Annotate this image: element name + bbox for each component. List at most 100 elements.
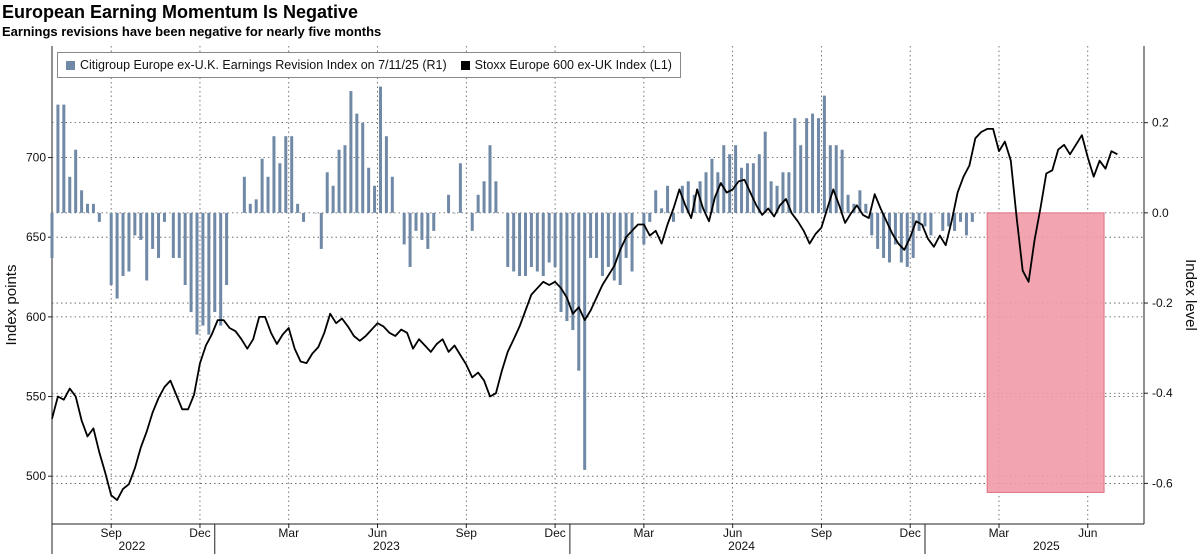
- bar-revision-index: [313, 212, 317, 214]
- x-axis-month-label: Sep: [456, 526, 478, 540]
- bar-revision-index: [959, 212, 963, 222]
- x-axis-month-label: Dec: [189, 526, 210, 540]
- bar-revision-index: [781, 172, 785, 213]
- chart-title: European Earning Momentum Is Negative: [2, 2, 359, 22]
- bar-revision-index: [355, 113, 359, 213]
- bar-revision-index: [722, 145, 726, 213]
- bar-revision-index: [523, 212, 527, 276]
- right-axis-tick-label: -0.4: [1152, 386, 1173, 400]
- bar-revision-index: [512, 212, 516, 272]
- bar-revision-index: [109, 212, 113, 285]
- bar-revision-index: [671, 212, 675, 222]
- left-axis-tick-label: 500: [26, 469, 46, 483]
- bar-revision-index: [740, 167, 744, 213]
- bar-revision-index: [133, 212, 137, 236]
- bar-revision-index: [390, 176, 394, 213]
- legend-swatch-stoxx-index: [460, 60, 470, 70]
- x-axis-month-label: Sep: [811, 526, 833, 540]
- bar-revision-index: [343, 145, 347, 213]
- left-axis-tick-label: 700: [26, 151, 46, 165]
- bar-revision-index: [488, 145, 492, 213]
- bar-revision-index: [648, 212, 652, 222]
- bar-revision-index: [595, 212, 599, 258]
- right-axis-tick-label: 0.2: [1152, 116, 1169, 130]
- bar-revision-index: [834, 145, 838, 213]
- bar-revision-index: [68, 176, 72, 213]
- bar-revision-index: [296, 203, 300, 213]
- bar-revision-index: [642, 212, 646, 245]
- bar-revision-index: [426, 212, 430, 249]
- bar-revision-index: [86, 203, 90, 213]
- highlight-region: [986, 212, 1105, 493]
- bar-revision-index: [704, 172, 708, 213]
- legend-swatch-revision-index: [66, 60, 75, 70]
- bar-revision-index: [828, 145, 832, 213]
- bar-revision-index: [822, 95, 826, 213]
- chart-subtitle: Earnings revisions have been negative fo…: [2, 24, 382, 39]
- bar-revision-index: [929, 212, 933, 236]
- bar-revision-index: [452, 212, 456, 214]
- bar-revision-index: [367, 167, 371, 213]
- bar-revision-index: [846, 194, 850, 213]
- bar-revision-index: [565, 212, 569, 322]
- bar-revision-index: [127, 212, 131, 272]
- bar-revision-index: [373, 185, 377, 213]
- bar-revision-index: [337, 149, 341, 213]
- bar-revision-index: [757, 154, 761, 213]
- bar-revision-index: [941, 212, 945, 231]
- bar-revision-index: [947, 212, 951, 227]
- bar-revision-index: [408, 212, 412, 267]
- bar-revision-index: [793, 118, 797, 213]
- bar-revision-index: [74, 149, 78, 213]
- right-axis-tick-label: 0.0: [1152, 206, 1169, 220]
- legend-item-revision-index: Citigroup Europe ex-U.K. Earnings Revisi…: [66, 58, 447, 72]
- bar-revision-index: [518, 212, 522, 276]
- x-axis-month-label: Mar: [278, 526, 299, 540]
- bar-revision-index: [547, 212, 551, 263]
- bar-revision-index: [787, 172, 791, 213]
- bar-revision-index: [248, 203, 252, 213]
- bar-revision-index: [799, 145, 803, 213]
- left-axis-tick-label: 550: [26, 390, 46, 404]
- bar-revision-index: [378, 86, 382, 213]
- bar-revision-index: [384, 136, 388, 213]
- x-axis-year-label: 2023: [373, 539, 400, 553]
- left-axis-tick-label: 600: [26, 310, 46, 324]
- bar-revision-index: [571, 212, 575, 331]
- bar-revision-index: [893, 212, 897, 245]
- bar-revision-index: [91, 203, 95, 213]
- bar-revision-index: [260, 158, 264, 213]
- bar-revision-index: [195, 212, 199, 335]
- bar-revision-index: [482, 181, 486, 213]
- bar-revision-index: [751, 163, 755, 213]
- bar-revision-index: [606, 212, 610, 267]
- bar-revision-index: [278, 163, 282, 213]
- x-axis-month-label: Dec: [544, 526, 565, 540]
- bar-revision-index: [420, 212, 424, 240]
- bar-revision-index: [115, 212, 119, 299]
- bar-revision-index: [870, 212, 874, 236]
- bar-revision-index: [660, 208, 664, 213]
- bar-revision-index: [325, 172, 329, 213]
- bar-revision-index: [254, 199, 258, 213]
- bar-revision-index: [414, 212, 418, 231]
- bar-revision-index: [899, 212, 903, 263]
- bar-revision-index: [242, 176, 246, 213]
- bar-revision-index: [535, 212, 539, 272]
- legend-label-stoxx-index: Stoxx Europe 600 ex-UK Index (L1): [474, 58, 672, 72]
- bar-revision-index: [162, 212, 166, 222]
- bar-revision-index: [816, 118, 820, 213]
- bar-revision-index: [876, 212, 880, 249]
- bar-revision-index: [559, 212, 563, 313]
- bar-revision-index: [189, 212, 193, 313]
- bar-revision-index: [840, 149, 844, 213]
- bar-revision-index: [183, 212, 187, 285]
- bar-revision-index: [157, 212, 161, 258]
- right-axis-tick-label: -0.2: [1152, 296, 1173, 310]
- x-axis-month-label: Sep: [101, 526, 123, 540]
- bar-revision-index: [80, 190, 84, 213]
- bar-revision-index: [923, 212, 927, 227]
- bar-revision-index: [207, 212, 211, 335]
- bar-revision-index: [139, 212, 143, 240]
- bar-revision-index: [50, 212, 54, 258]
